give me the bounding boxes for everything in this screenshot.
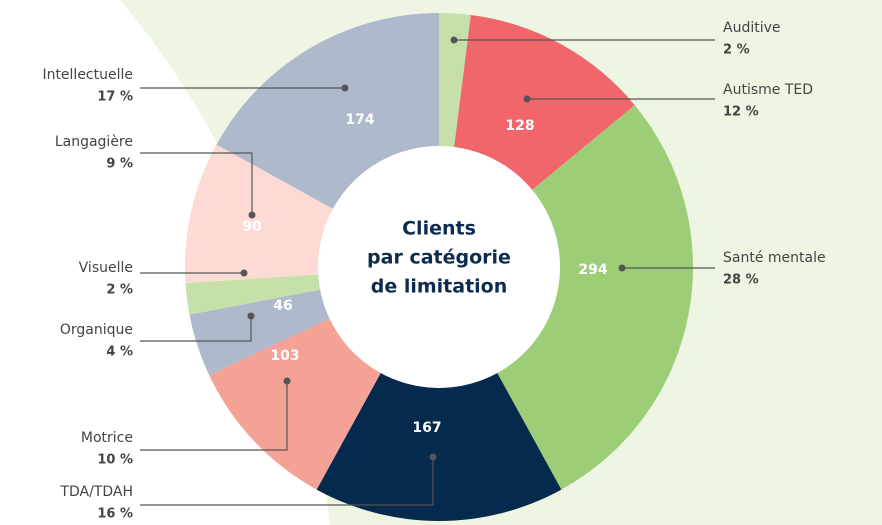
percent-label: 2 % [723,43,750,58]
leader-dot [429,453,437,461]
donut-segment [185,274,322,315]
percent-label: 9 % [106,157,133,172]
count-label: 174 [345,112,374,128]
leader-dot [523,95,531,103]
leader-dot [283,377,291,385]
donut-segment [185,144,334,283]
category-label: Intellectuelle [42,67,133,83]
count-label: 103 [270,348,299,364]
donut-segment [316,372,562,521]
category-label: Santé mentale [723,250,826,266]
center-label: par catégorie [367,247,511,269]
leader-line [140,316,252,342]
leader-dot [341,84,349,92]
center-label: de limitation [371,276,508,298]
donut-segment [454,15,635,191]
leader-line [140,152,253,215]
percent-label: 12 % [723,105,759,120]
count-label: 46 [273,298,292,314]
leader-dot [240,269,248,277]
donut-hole [318,146,560,388]
count-label: 167 [412,420,441,436]
category-label: Visuelle [79,260,133,276]
percent-label: 16 % [97,507,133,522]
donut-segment [439,13,471,148]
donut-segment [496,105,693,490]
percent-label: 17 % [97,90,133,105]
leader-line [140,457,434,506]
leader-line [140,381,288,451]
count-label: 128 [505,118,534,134]
leader-dot [450,36,458,44]
category-label: Auditive [723,20,781,36]
category-label: TDA/TDAH [59,484,133,500]
category-label: Autisme TED [723,82,813,98]
leader-dot [618,264,626,272]
percent-label: 28 % [723,273,759,288]
category-label: Langagière [55,134,133,150]
percent-label: 10 % [97,453,133,468]
percent-label: 2 % [106,283,133,298]
leader-dot [248,211,256,219]
donut-segment [189,289,331,376]
center-label: Clients [402,218,476,240]
donut-segment [209,318,382,490]
category-label: Organique [60,322,133,338]
count-label: 90 [242,219,262,235]
percent-label: 4 % [106,345,133,360]
leader-dot [247,312,255,320]
count-label: 294 [578,262,607,278]
category-label: Motrice [81,430,133,446]
